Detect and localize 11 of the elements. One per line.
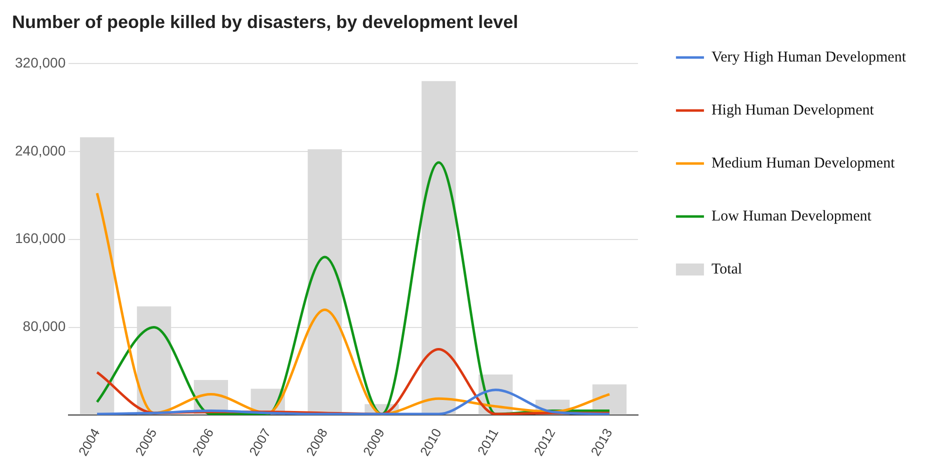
legend-label: Medium Human Development: [711, 155, 896, 172]
legend-label: Low Human Development: [711, 208, 872, 224]
legend-label: Total: [711, 261, 742, 278]
line-series: [96, 388, 611, 416]
y-tick-label: 160,000: [14, 230, 66, 246]
chart-title: Number of people killed by disasters, by development level: [12, 12, 518, 32]
y-tick-label: 80,000: [22, 318, 66, 334]
legend-label: Very High Human Development: [711, 49, 907, 66]
y-tick-label: 320,000: [14, 54, 66, 70]
y-tick-label: 240,000: [14, 142, 66, 158]
legend-label: High Human Development: [711, 102, 875, 118]
